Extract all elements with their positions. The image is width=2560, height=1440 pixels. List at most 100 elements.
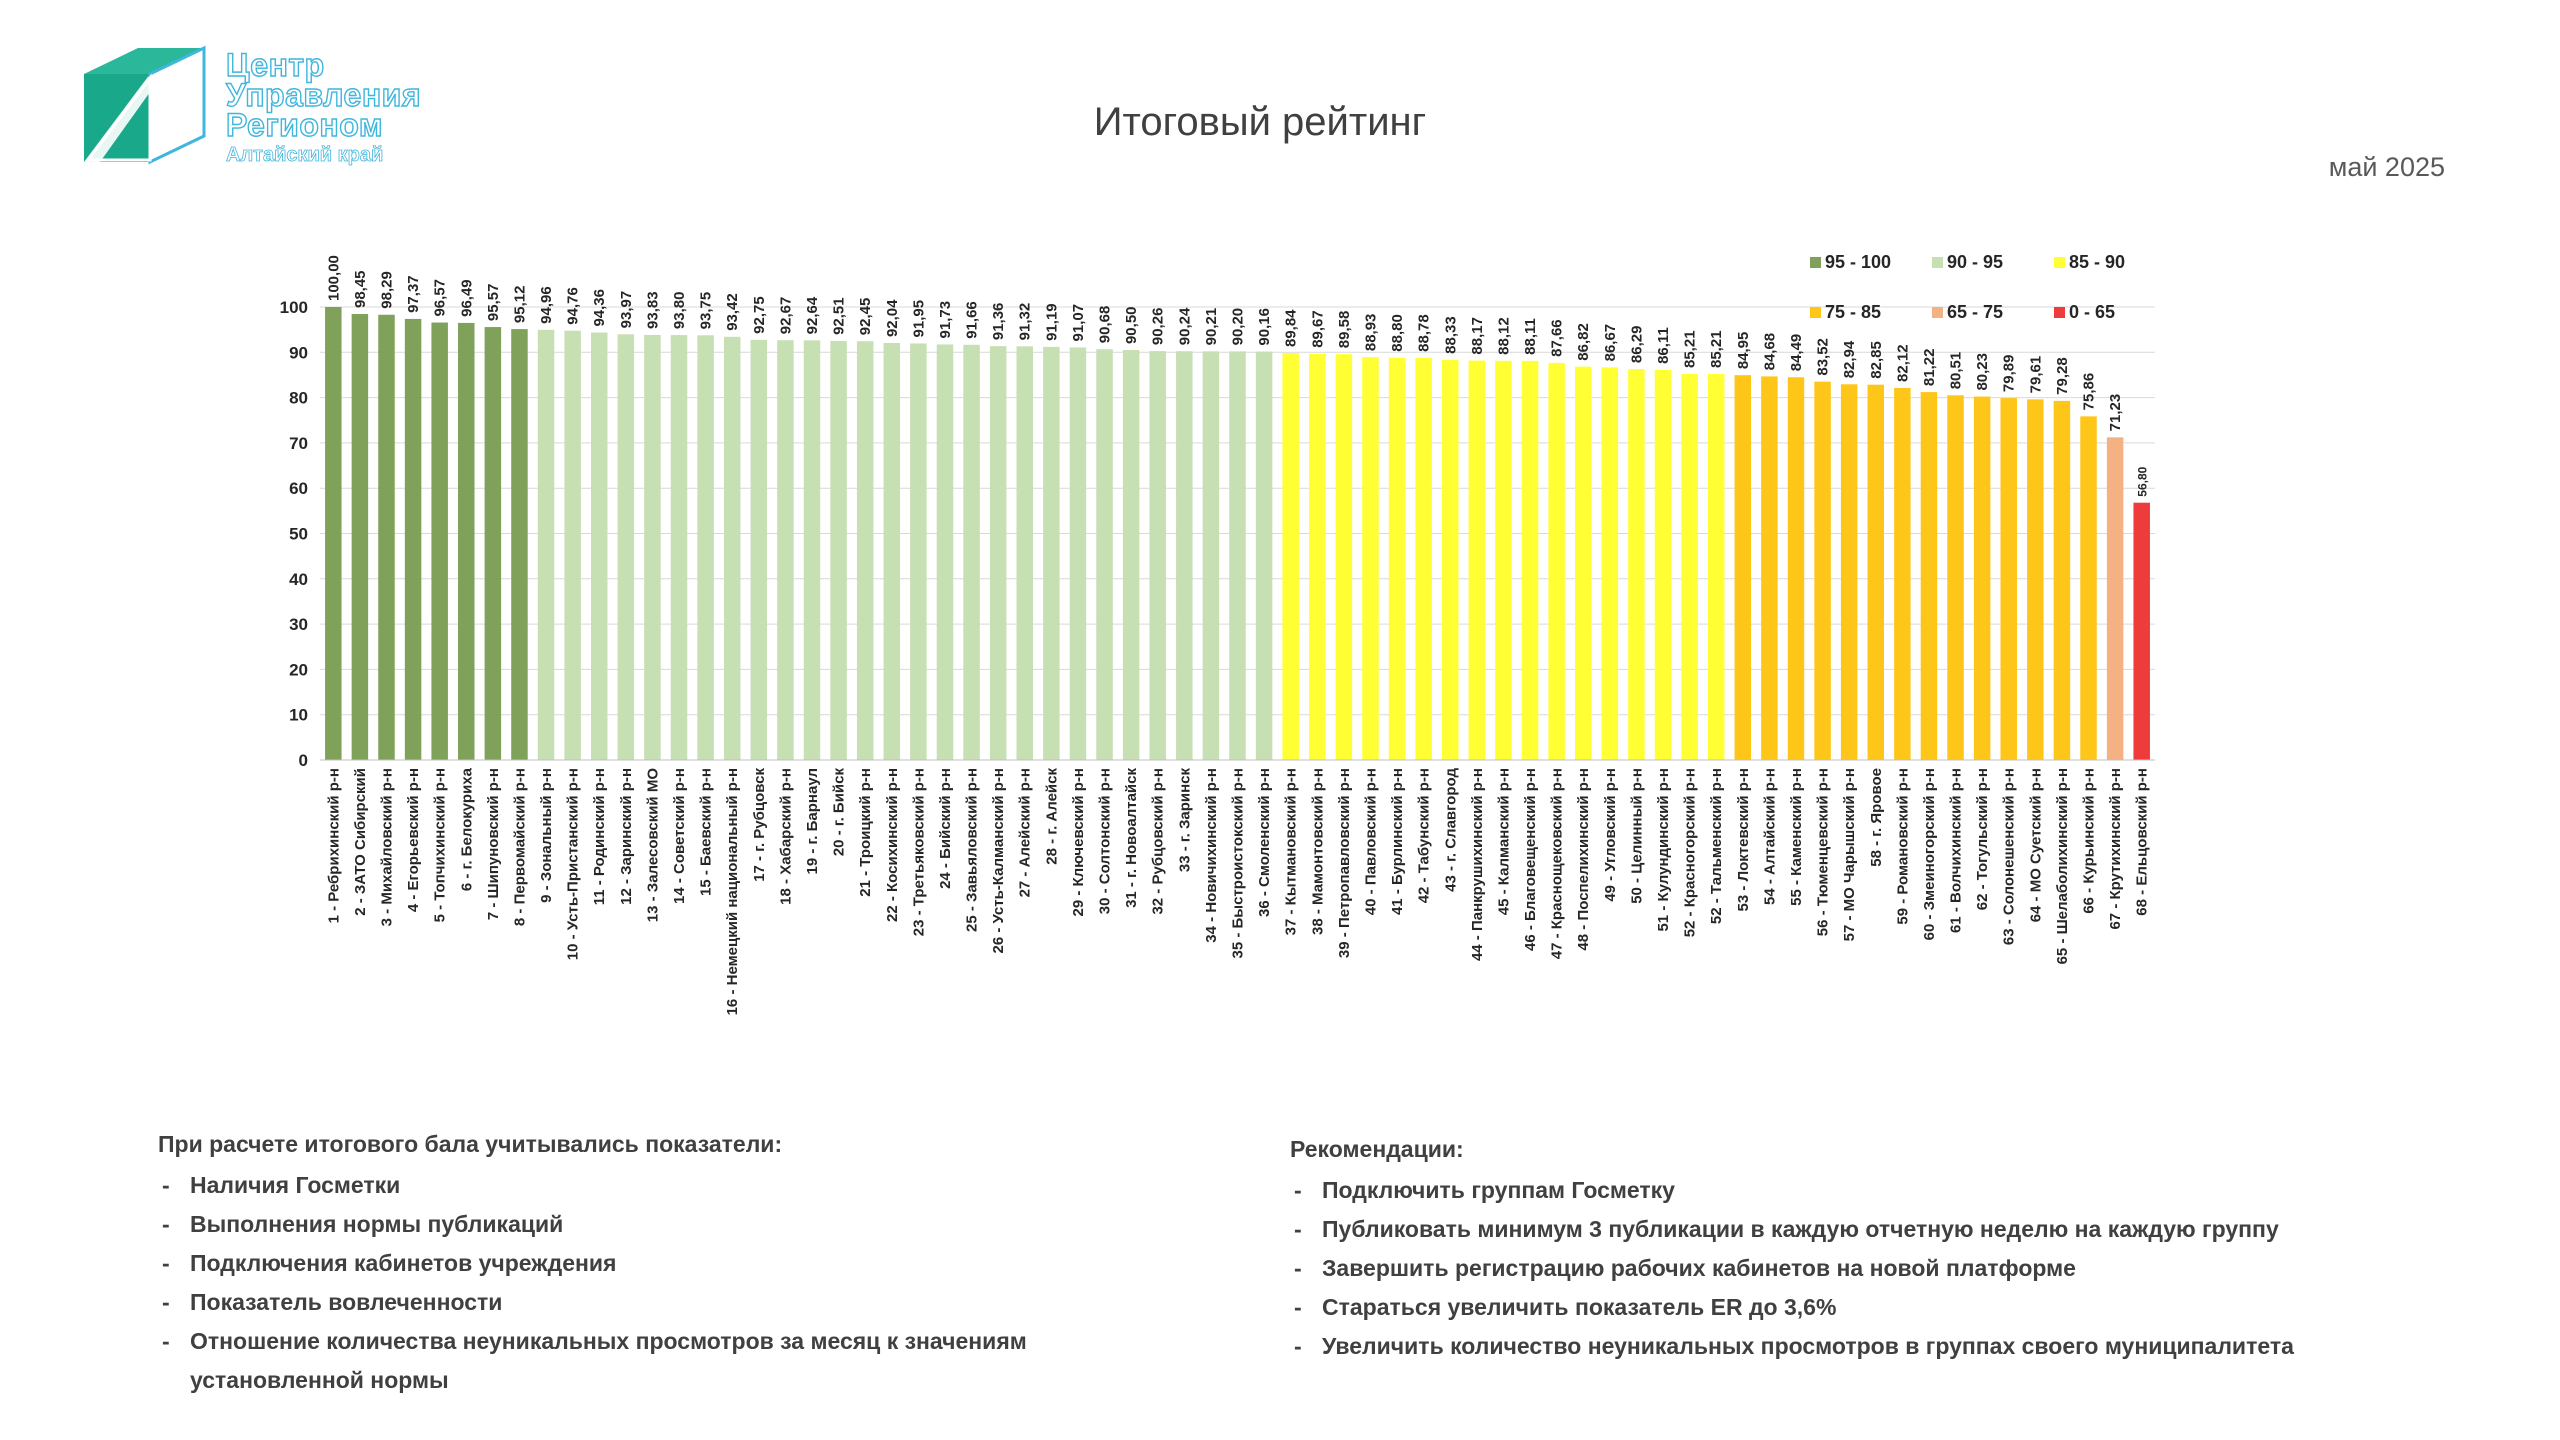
bar: [1574, 366, 1592, 760]
indicators-notes: При расчете итогового бала учитывались п…: [158, 1125, 1158, 1400]
bar: [644, 334, 661, 760]
x-tick-label: 43 - г. Славгород: [1442, 768, 1459, 892]
data-label: 87,66: [1549, 319, 1566, 357]
data-label: 92,75: [751, 296, 768, 334]
data-label: 81,22: [1921, 349, 1938, 387]
data-label: 93,83: [644, 291, 661, 329]
x-tick-label: 38 - Мамонтовский р-н: [1309, 768, 1326, 935]
x-tick-label: 19 - г. Барнаул: [804, 768, 821, 874]
bar: [1442, 359, 1459, 760]
bar: [2027, 399, 2044, 760]
bar: [1920, 392, 1938, 760]
x-tick-label: 14 - Советский р-н: [671, 768, 688, 904]
x-tick-label: 1 - Ребрихинский р-н: [325, 768, 342, 923]
bar: [1282, 353, 1299, 760]
data-label: 80,23: [1974, 353, 1991, 391]
bar: [1229, 351, 1246, 760]
x-tick-label: 30 - Солтонский р-н: [1097, 768, 1114, 914]
bar: [325, 307, 342, 760]
data-label: 85,21: [1708, 330, 1725, 368]
x-tick-label: 56 - Тюменцевский р-н: [1815, 768, 1832, 936]
x-tick-label: 55 - Каменский р-н: [1788, 768, 1805, 906]
bar: [1734, 375, 1752, 760]
bar: [1335, 354, 1353, 760]
legend-swatch: [1810, 257, 1821, 268]
x-tick-label: 13 - Залесовский МО: [644, 768, 661, 923]
x-tick-label: 62 - Тогульский р-н: [1974, 768, 1991, 910]
data-label: 88,12: [1495, 317, 1512, 355]
indicator-item: Подключения кабинетов учреждения: [158, 1244, 1158, 1283]
data-label: 92,51: [831, 297, 848, 335]
bar: [458, 322, 475, 760]
legend-swatch: [1932, 307, 1943, 318]
bar: [1255, 351, 1273, 760]
bar: [1388, 357, 1406, 760]
recommendation-item: Публиковать минимум 3 публикации в кажду…: [1290, 1210, 2390, 1249]
x-tick-label: 3 - Михайловский р-н: [378, 768, 395, 926]
bar: [1415, 357, 1432, 760]
bar: [378, 314, 395, 760]
data-label: 100,00: [325, 255, 342, 301]
data-label: 90,20: [1230, 308, 1247, 346]
data-label: 82,12: [1894, 344, 1911, 382]
bar: [431, 322, 448, 760]
data-label: 75,86: [2081, 373, 2098, 411]
data-label: 93,42: [724, 293, 741, 331]
indicator-item: Выполнения нормы публикаций: [158, 1205, 1158, 1244]
logo-line-3: Регионом: [225, 107, 384, 143]
bar: [511, 329, 528, 760]
data-label: 82,94: [1841, 340, 1858, 378]
x-tick-label: 2 - ЗАТО Сибирский: [352, 768, 369, 916]
x-tick-label: 31 - г. Новоалтайск: [1123, 768, 1140, 908]
data-label: 95,12: [511, 286, 528, 324]
data-label: 93,80: [671, 292, 688, 330]
x-tick-label: 32 - Рубцовский р-н: [1150, 768, 1167, 915]
bar: [1149, 351, 1166, 760]
legend-label: 65 - 75: [1947, 302, 2003, 322]
data-label: 95,57: [485, 284, 502, 322]
x-tick-label: 51 - Кулундинский р-н: [1655, 768, 1672, 932]
bar: [617, 334, 635, 760]
x-tick-label: 20 - г. Бийск: [831, 768, 848, 857]
data-label: 91,95: [910, 300, 927, 338]
bar: [1681, 373, 1698, 760]
recommendation-item: Стараться увеличить показатель ER до 3,6…: [1290, 1288, 2390, 1327]
x-tick-label: 60 - Змеиногорский р-н: [1921, 768, 1938, 940]
bar: [989, 346, 1007, 760]
data-label: 89,84: [1283, 309, 1300, 347]
data-label: 84,95: [1735, 332, 1752, 370]
bar: [351, 314, 369, 760]
bar: [697, 335, 714, 760]
indicators-heading: При расчете итогового бала учитывались п…: [158, 1131, 783, 1157]
x-tick-label: 45 - Калманский р-н: [1495, 768, 1512, 915]
data-label: 92,64: [804, 296, 821, 334]
y-tick-label: 90: [289, 343, 308, 362]
data-label: 89,58: [1336, 311, 1353, 349]
x-tick-label: 53 - Локтевский р-н: [1735, 768, 1752, 911]
x-tick-label: 63 - Солонешенский р-н: [2001, 768, 2018, 945]
bar: [1096, 349, 1113, 760]
rating-bar-chart: 0 10 20 30 40 50 60 70 80 90 100 100,00 1 - Ребрихин…: [280, 252, 2155, 1015]
data-label: 98,29: [378, 271, 395, 309]
x-tick-label: 48 - Поспелихинский р-н: [1575, 768, 1592, 951]
y-tick-label: 30: [289, 615, 308, 634]
bar: [777, 340, 794, 760]
bar: [2000, 398, 2017, 760]
recommendation-item: Увеличить количество неуникальных просмо…: [1290, 1327, 2390, 1366]
x-tick-label: 26 - Усть-Калманский р-н: [990, 768, 1007, 954]
x-tick-label: 10 - Усть-Пристанский р-н: [565, 768, 582, 960]
x-tick-label: 40 - Павловский р-н: [1362, 768, 1379, 915]
bar: [1122, 350, 1140, 760]
bar: [830, 340, 847, 760]
bar: [2133, 502, 2150, 760]
bar: [1176, 351, 1193, 760]
bar: [537, 329, 555, 760]
legend-label: 95 - 100: [1825, 252, 1891, 272]
bar: [883, 343, 901, 760]
x-tick-label: 7 - Шипуновский р-н: [485, 768, 502, 920]
data-label: 90,26: [1150, 308, 1167, 346]
x-tick-label: 68 - Ельцовский р-н: [2134, 768, 2151, 916]
bar: [1654, 369, 1672, 760]
x-tick-label: 24 - Бийский р-н: [937, 768, 954, 889]
x-tick-label: 33 - г. Заринск: [1176, 768, 1193, 873]
